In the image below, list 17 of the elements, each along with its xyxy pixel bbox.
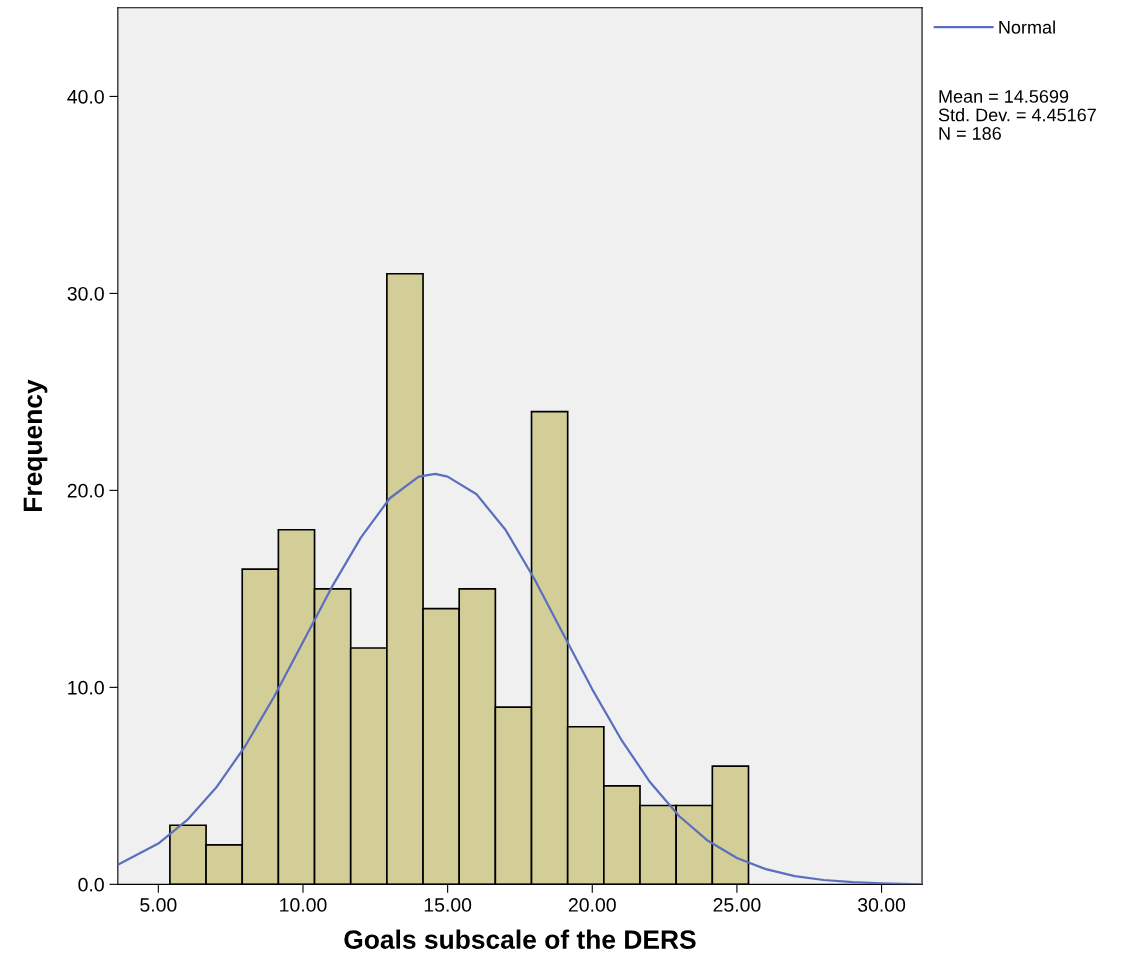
x-tick-label: 5.00	[140, 898, 177, 912]
x-tick-label: 15.00	[424, 898, 472, 912]
x-tick-label: 25.00	[713, 898, 761, 912]
text: Mean = 14.5699	[939, 90, 1069, 103]
y-tick-label: 10.0	[68, 680, 104, 695]
legend-label: Normal	[999, 20, 1055, 34]
text: N = 186	[939, 127, 1001, 140]
x-tick-label: 20.00	[568, 898, 616, 912]
x-axis-title: Goals subscale of the DERS	[344, 929, 696, 949]
text: Std. Dev. = 4.45167	[938, 108, 1096, 122]
y-tick-label: 30.0	[67, 286, 104, 301]
y-tick-label: 0.0	[78, 877, 104, 892]
y-axis-title: Frequency	[23, 379, 48, 512]
y-tick-label: 20.0	[67, 483, 104, 498]
y-tick-label: 40.0	[67, 89, 104, 104]
x-tick-label: 30.00	[857, 898, 906, 912]
x-tick-label: 10.00	[280, 898, 327, 912]
